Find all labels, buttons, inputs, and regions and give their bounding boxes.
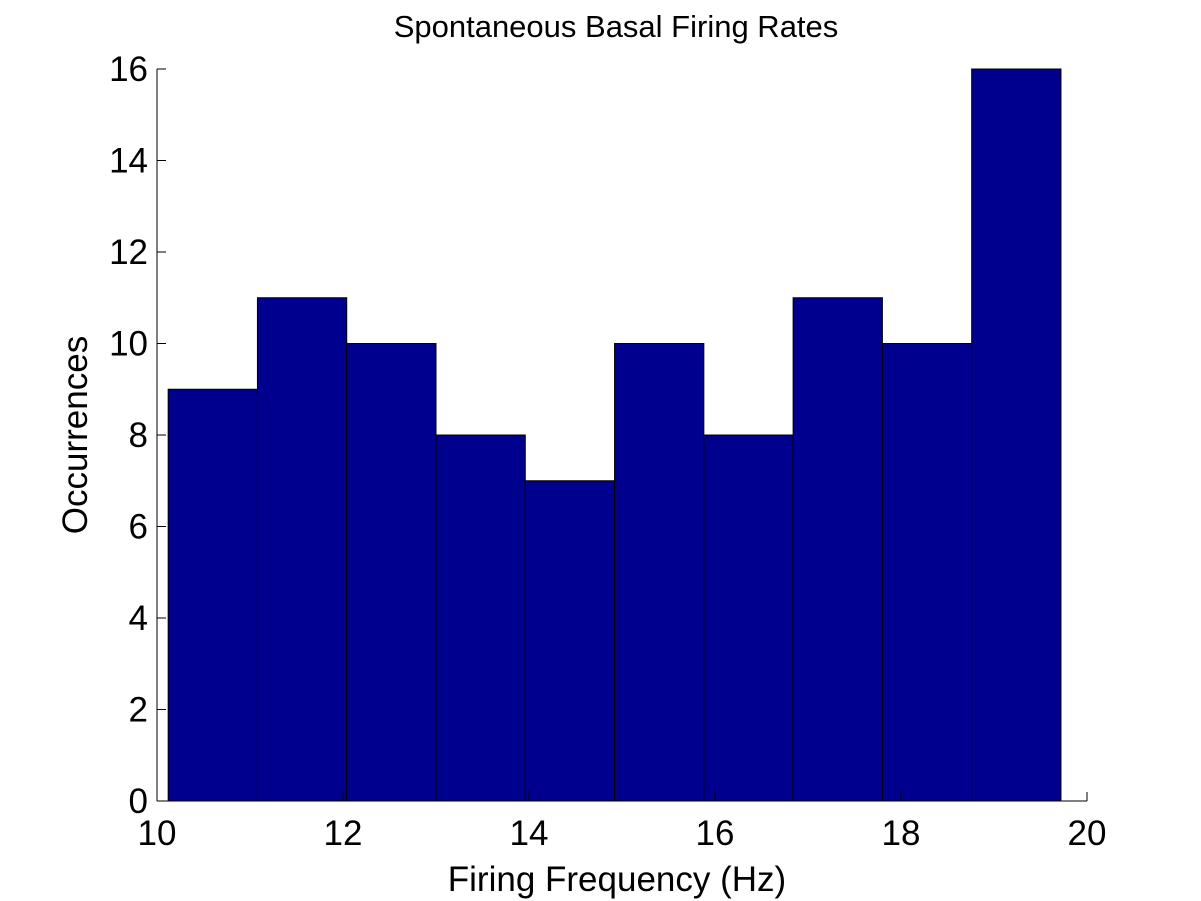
- y-tick-label: 12: [109, 233, 148, 272]
- y-axis-label: Occurrences: [56, 336, 95, 534]
- histogram-bar-2: [256, 297, 348, 802]
- axes-group: 0 2 4 6 8 10 12 14 16 10 12 14 16 18 20: [109, 50, 1106, 853]
- y-tick-label: 6: [129, 508, 148, 547]
- histogram-bar-4: [435, 434, 526, 802]
- y-tick-label: 2: [129, 691, 148, 730]
- histogram-bar-7: [703, 434, 794, 802]
- y-tick-label: 4: [129, 599, 148, 638]
- y-tick-label: 16: [109, 50, 148, 89]
- bars-group: [167, 68, 1062, 802]
- x-tick-label: 12: [324, 814, 363, 853]
- x-tick-label: 16: [696, 814, 735, 853]
- x-tick-label: 20: [1068, 814, 1107, 853]
- chart-title: Spontaneous Basal Firing Rates: [394, 9, 839, 44]
- x-tick-label: 14: [510, 814, 549, 853]
- histogram-bar-6: [614, 343, 705, 802]
- x-tick-label: 18: [882, 814, 921, 853]
- histogram-bar-1: [167, 388, 258, 802]
- histogram-bar-10: [971, 68, 1062, 802]
- y-tick-label: 14: [109, 142, 148, 181]
- histogram-bar-5: [524, 480, 616, 802]
- y-tick-label: 10: [109, 325, 148, 364]
- histogram-bar-8: [792, 297, 883, 802]
- x-axis-label: Firing Frequency (Hz): [448, 860, 786, 899]
- histogram-bar-3: [346, 343, 437, 802]
- histogram-bar-9: [881, 343, 973, 802]
- y-tick-label: 8: [129, 416, 148, 455]
- x-tick-label: 10: [138, 814, 177, 853]
- y-tick-label: 0: [129, 782, 148, 821]
